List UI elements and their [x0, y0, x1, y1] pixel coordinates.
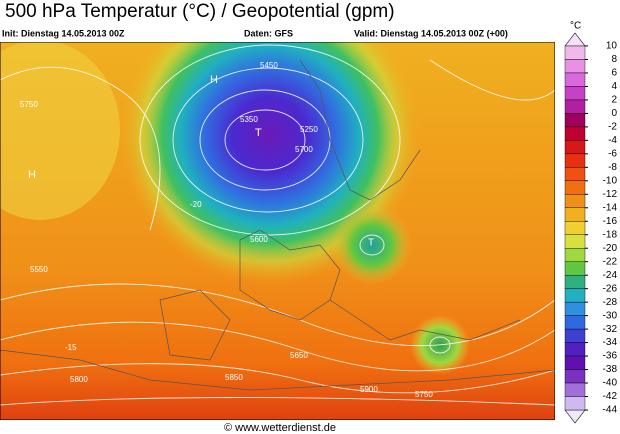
colorbar-label: -14	[603, 202, 618, 213]
colorbar-band	[564, 234, 586, 249]
colorbar-label: -6	[608, 148, 617, 159]
colorbar-label: 2	[611, 95, 617, 106]
colorbar-label: 0	[611, 108, 617, 119]
low-marker: T	[255, 127, 262, 139]
contour-label: 5750	[20, 100, 38, 109]
colorbar-band	[564, 45, 586, 60]
colorbar-band	[564, 194, 586, 208]
contour-label: 5600	[250, 235, 268, 244]
colorbar-unit: °C	[570, 21, 581, 32]
colorbar-label: -42	[603, 391, 618, 402]
contour-label: -20	[190, 200, 202, 209]
colorbar-band	[564, 99, 586, 114]
colorbar-band	[564, 140, 586, 155]
colorbar-top-arrow	[564, 32, 586, 47]
colorbar-label: -4	[608, 135, 617, 146]
colorbar-label: -44	[603, 405, 618, 416]
colorbar-band	[564, 72, 586, 87]
colorbar-band	[564, 369, 586, 384]
colorbar-label: 6	[611, 68, 617, 79]
colorbar-label: -10	[603, 175, 618, 186]
data-source: Daten: GFS	[244, 28, 293, 38]
contour-label: 5650	[290, 351, 308, 360]
colorbar-band	[564, 59, 586, 74]
colorbar-label: -22	[603, 256, 618, 267]
title: 500 hPa Temperatur (°C) / Geopotential (…	[5, 1, 395, 22]
colorbar-label: -18	[603, 229, 618, 240]
contour-label: 5700	[295, 145, 313, 154]
colorbar-label: -36	[603, 351, 618, 362]
colorbar-label: -8	[608, 162, 617, 173]
contour-label: 5800	[70, 375, 88, 384]
cold-low	[0, 42, 555, 420]
colorbar-band	[564, 86, 586, 101]
colorbar-band	[564, 396, 586, 411]
contour-label: 5550	[30, 265, 48, 274]
colorbar-label: -28	[603, 297, 618, 308]
colorbar-band	[564, 248, 586, 262]
colorbar-band	[564, 328, 586, 343]
colorbar-band	[564, 382, 586, 397]
init-time: Init: Dienstag 14.05.2013 00Z	[2, 28, 125, 38]
contour-label: 5750	[415, 390, 433, 399]
contour-label: 5250	[300, 125, 318, 134]
high-marker: H	[210, 74, 218, 86]
colorbar-band	[564, 221, 586, 235]
colorbar-label: 10	[606, 41, 618, 52]
colorbar-band	[564, 261, 586, 276]
colorbar-label: -16	[603, 216, 618, 227]
colorbar-label: -2	[608, 122, 617, 133]
contour-label: 5450	[260, 61, 278, 70]
colorbar-band	[564, 355, 586, 370]
contour-label: -15	[65, 343, 77, 352]
colorbar-label: -40	[603, 378, 618, 389]
valid-time: Valid: Dienstag 14.05.2013 00Z (+00)	[354, 28, 508, 38]
colorbar-band	[564, 113, 586, 128]
colorbar-label: 4	[611, 81, 617, 92]
colorbar-label: -12	[603, 189, 618, 200]
colorbar-band	[564, 207, 586, 222]
colorbar-label: -38	[603, 364, 618, 375]
contour-label: 5350	[240, 115, 258, 124]
colorbar-label: -30	[603, 310, 618, 321]
colorbar-band	[564, 288, 586, 303]
colorbar-label: -26	[603, 283, 618, 294]
colorbar-band	[564, 342, 586, 357]
contour-label: 5900	[360, 385, 378, 394]
colorbar-label: -32	[603, 324, 618, 335]
colorbar-band	[564, 301, 586, 316]
colorbar-label: -24	[603, 270, 618, 281]
footer: © www.wetterdienst.de	[224, 422, 336, 434]
contour-labels: 5450 5700 5750 5350 5250 5600 5650 5800 …	[20, 61, 433, 399]
colorbar-band	[564, 180, 586, 195]
colorbar-band	[564, 153, 586, 168]
contour-label: 5850	[225, 373, 243, 382]
colorbar-band	[564, 274, 586, 289]
colorbar-bottom-arrow	[564, 409, 586, 424]
colorbar-label: -20	[603, 243, 618, 254]
map: 5450 5700 5750 5350 5250 5600 5650 5800 …	[0, 42, 555, 420]
high-marker: H	[28, 169, 36, 181]
colorbar-band	[564, 126, 586, 141]
coastlines	[0, 59, 555, 391]
colorbar-band	[564, 167, 586, 182]
colorbar-label: 8	[611, 54, 617, 65]
colorbar-band	[564, 315, 586, 330]
colorbar: 10 8 6 4 2 0 -2 -4 -6 -8 -10 -12 -14 -16 -18 -20 -22 -24 -…	[564, 32, 618, 424]
colorbar-label: -34	[603, 337, 618, 348]
low-marker: T	[368, 238, 374, 249]
